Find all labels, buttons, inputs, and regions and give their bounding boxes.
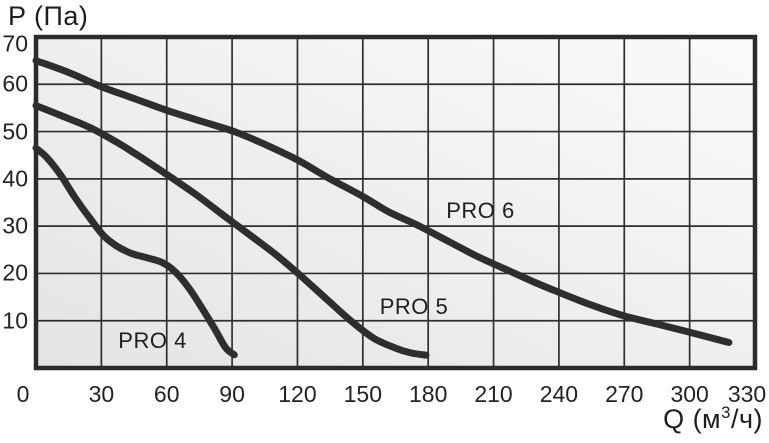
curve-label-pro-4: PRO 4 xyxy=(118,328,187,354)
y-axis-title: P (Па) xyxy=(8,1,89,31)
y-tick-label-70: 70 xyxy=(2,30,28,57)
y-tick-label-60: 60 xyxy=(2,70,28,97)
x-axis-title-superscript: 3 xyxy=(721,403,731,422)
y-tick-label-30: 30 xyxy=(2,212,28,239)
x-axis-title: Q (м3/ч) xyxy=(663,404,763,435)
curve-pro-6 xyxy=(32,57,733,346)
x-tick-label-60: 60 xyxy=(153,381,180,407)
x-tick-label-240: 240 xyxy=(539,381,579,407)
x-tick-label-180: 180 xyxy=(408,381,448,407)
x-tick-label-330: 330 xyxy=(727,381,767,407)
y-tick-label-40: 40 xyxy=(2,165,28,192)
plot-border xyxy=(33,34,758,371)
x-tick-label-0: 0 xyxy=(16,381,30,407)
curve-pro-5 xyxy=(32,102,430,359)
plot-area xyxy=(36,37,755,368)
x-tick-label-90: 90 xyxy=(219,381,245,407)
x-axis-title-text: Q (м xyxy=(663,404,722,434)
curve-label-pro-6: PRO 6 xyxy=(446,198,515,223)
y-tick-label-20: 20 xyxy=(2,259,28,286)
y-tick-label-50: 50 xyxy=(2,118,28,145)
x-tick-label-120: 120 xyxy=(278,381,317,407)
x-tick-label-150: 150 xyxy=(343,381,382,407)
curve-label-pro-5: PRO 5 xyxy=(379,294,449,319)
x-tick-label-30: 30 xyxy=(88,381,115,407)
curve-pro-4 xyxy=(32,144,238,359)
x-tick-label-270: 270 xyxy=(605,381,644,407)
y-tick-label-10: 10 xyxy=(2,307,28,334)
x-tick-label-210: 210 xyxy=(474,381,513,407)
x-axis-title-unit: /ч) xyxy=(730,404,763,434)
x-tick-label-300: 300 xyxy=(670,381,709,407)
